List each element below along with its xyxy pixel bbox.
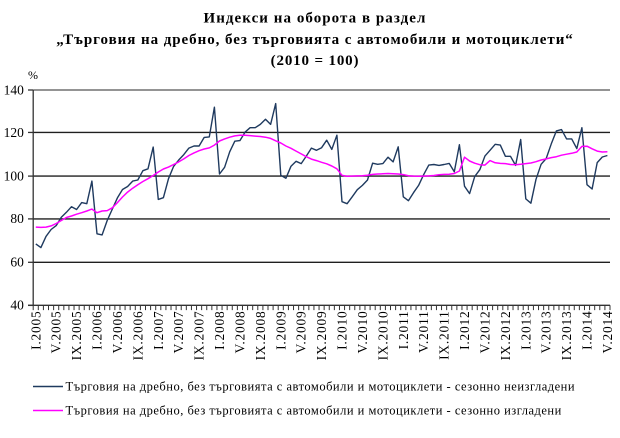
svg-text:IX.2009: IX.2009 xyxy=(314,311,329,361)
svg-text:I.2012: I.2012 xyxy=(457,311,472,350)
svg-text:I.2011: I.2011 xyxy=(396,311,411,350)
svg-text:Търговия на дребно, без търгов: Търговия на дребно, без търговията с авт… xyxy=(66,404,562,418)
svg-text:V.2009: V.2009 xyxy=(294,311,309,354)
svg-text:Индекси на оборота в раздел: Индекси на оборота в раздел xyxy=(204,11,427,27)
svg-text:IX.2010: IX.2010 xyxy=(375,311,390,361)
svg-text:I.2005: I.2005 xyxy=(28,311,43,350)
svg-text:40: 40 xyxy=(10,298,24,313)
svg-text:V.2012: V.2012 xyxy=(477,311,492,354)
svg-text:I.2014: I.2014 xyxy=(580,311,595,350)
svg-text:100: 100 xyxy=(4,168,25,183)
svg-text:%: % xyxy=(28,68,38,82)
svg-text:I.2009: I.2009 xyxy=(273,311,288,350)
svg-text:V.2005: V.2005 xyxy=(49,311,64,354)
svg-text:(2010 = 100): (2010 = 100) xyxy=(271,53,360,69)
svg-text:V.2006: V.2006 xyxy=(110,311,125,354)
svg-text:V.2010: V.2010 xyxy=(355,311,370,354)
svg-text:140: 140 xyxy=(4,82,25,97)
svg-text:V.2014: V.2014 xyxy=(600,311,615,354)
svg-text:I.2006: I.2006 xyxy=(90,311,105,350)
svg-text:„Търговия на дребно, без търго: „Търговия на дребно, без търговията с ав… xyxy=(56,32,574,48)
svg-text:I.2008: I.2008 xyxy=(212,311,227,350)
svg-text:IX.2008: IX.2008 xyxy=(253,311,268,361)
svg-text:IX.2011: IX.2011 xyxy=(437,311,452,360)
svg-text:V.2007: V.2007 xyxy=(171,311,186,354)
svg-text:V.2013: V.2013 xyxy=(539,311,554,354)
svg-text:IX.2005: IX.2005 xyxy=(69,311,84,361)
svg-text:Търговия на дребно, без търгов: Търговия на дребно, без търговията с авт… xyxy=(66,380,576,394)
svg-text:IX.2013: IX.2013 xyxy=(559,311,574,361)
svg-text:80: 80 xyxy=(10,211,24,226)
svg-text:I.2013: I.2013 xyxy=(518,311,533,350)
svg-text:I.2010: I.2010 xyxy=(335,311,350,350)
svg-text:I.2007: I.2007 xyxy=(151,311,166,350)
svg-text:120: 120 xyxy=(4,125,25,140)
svg-text:IX.2006: IX.2006 xyxy=(130,311,145,361)
svg-text:V.2011: V.2011 xyxy=(416,311,431,353)
svg-text:IX.2012: IX.2012 xyxy=(498,311,513,361)
svg-text:60: 60 xyxy=(10,255,24,270)
svg-text:V.2008: V.2008 xyxy=(232,311,247,354)
svg-text:IX.2007: IX.2007 xyxy=(192,311,207,361)
